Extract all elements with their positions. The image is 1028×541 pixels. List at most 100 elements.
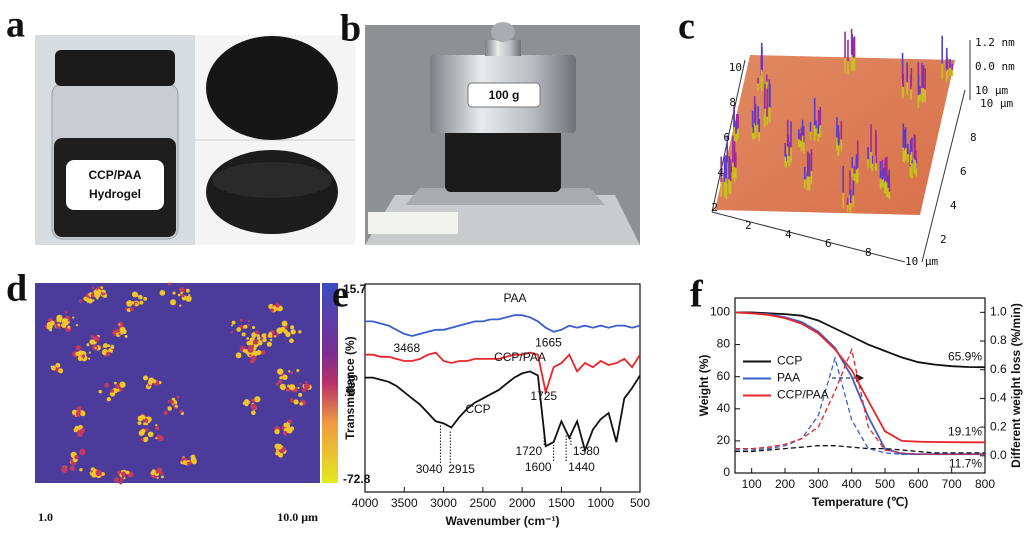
phase-blob (80, 411, 86, 417)
weight-label: 100 g (489, 88, 520, 102)
peak-label: 2915 (448, 462, 475, 476)
phase-blob (297, 386, 300, 389)
phase-blob (119, 381, 126, 388)
y2-tick-label: 0.4 (990, 391, 1007, 405)
series-label: CCP/PAA (494, 350, 546, 364)
phase-blob (182, 460, 186, 464)
series-line (365, 370, 641, 454)
phase-blob (252, 325, 256, 330)
phase-blob (244, 402, 249, 407)
photo-a (35, 35, 355, 245)
phase-blob (49, 320, 55, 326)
series-line (735, 445, 985, 454)
panel-letter: b (340, 8, 361, 50)
phase-blob (278, 452, 284, 458)
colorbar-min: -72.8 (343, 472, 371, 486)
phase-blob (236, 327, 242, 332)
phase-blob (188, 294, 191, 297)
phase-blob (256, 349, 262, 356)
x-tick-label: 3000 (430, 496, 457, 510)
scale-start: 1.0 (38, 510, 53, 524)
phase-blob (78, 424, 83, 430)
x-axis-label: Temperature (℃) (812, 495, 909, 509)
phase-blob (129, 306, 135, 312)
x-tick-label: 1000 (587, 496, 614, 510)
phase-blob (281, 320, 288, 327)
phase-blob (142, 436, 149, 443)
y2-tick-label: 0.2 (990, 419, 1007, 433)
phase-blob (290, 325, 295, 330)
phase-blob (290, 371, 294, 375)
x-tick-label: 500 (875, 477, 895, 491)
phase-blob (242, 348, 247, 353)
phase-blob (299, 382, 302, 386)
afm-3d (711, 28, 971, 263)
phase-blob (293, 399, 299, 405)
phase-blob (104, 382, 109, 388)
phase-blob (97, 289, 102, 294)
y-tick-label: 60 (717, 369, 731, 383)
axis-tick-label: 10 μm (980, 97, 1013, 110)
phase-blob (102, 344, 106, 348)
axis-tick-label: 4 (717, 166, 724, 179)
phase-blob (107, 344, 111, 348)
phase-blob (75, 324, 79, 327)
y-tick-label: 80 (717, 337, 731, 351)
phase-blob (76, 413, 81, 418)
phase-blob (112, 387, 118, 394)
phase-blob (161, 475, 164, 479)
phase-blob (163, 410, 168, 416)
phase-blob (88, 357, 91, 360)
phase-blob (155, 437, 158, 440)
phase-blob (191, 459, 197, 465)
afm-phase (35, 282, 338, 485)
phase-blob (61, 323, 67, 329)
phase-blob (289, 398, 295, 403)
phase-blob (143, 296, 148, 301)
phase-blob (273, 335, 277, 338)
phase-blob (114, 328, 120, 333)
phase-blob (83, 296, 87, 301)
legend-label: PAA (777, 371, 800, 385)
x-tick-label: 500 (630, 496, 650, 510)
phase-blob (276, 443, 283, 450)
phase-blob (72, 316, 75, 319)
phase-blob (67, 319, 71, 322)
phase-blob (175, 404, 178, 408)
jar-label: CCP/PAA (88, 168, 141, 182)
phase-blob (138, 429, 145, 436)
phase-blob (239, 319, 243, 322)
phase-blob (277, 379, 283, 384)
series-label: PAA (503, 291, 526, 305)
phase-blob (257, 336, 261, 341)
y2-tick-label: 0.0 (990, 448, 1007, 462)
phase-blob (67, 325, 71, 329)
phase-blob (287, 419, 292, 424)
z-label: 10 μm (975, 84, 1008, 97)
phase-blob (94, 346, 97, 350)
phase-blob (254, 350, 258, 354)
phase-blob (126, 308, 131, 313)
axis-tick-label: 4 (785, 228, 792, 241)
phase-blob (77, 356, 83, 361)
z-label: 1.2 nm (975, 36, 1015, 49)
phase-blob (98, 389, 102, 394)
phase-blob (270, 308, 274, 312)
phase-blob (280, 446, 286, 452)
peak-label: 1380 (573, 444, 600, 458)
scale-end: 10.0 μm (277, 510, 318, 524)
phase-blob (49, 328, 53, 332)
legend-label: CCP/PAA (777, 388, 829, 402)
phase-blob (252, 404, 256, 409)
phase-blob (113, 477, 120, 483)
phase-blob (276, 333, 279, 336)
phase-blob (118, 480, 123, 485)
phase-blob (69, 465, 75, 471)
phase-blob (247, 319, 250, 323)
axis-tick-label: 6 (960, 165, 967, 178)
phase-blob (151, 469, 156, 474)
y-tick-label: 40 (717, 401, 731, 415)
phase-blob (147, 380, 153, 385)
phase-blob (143, 422, 146, 426)
